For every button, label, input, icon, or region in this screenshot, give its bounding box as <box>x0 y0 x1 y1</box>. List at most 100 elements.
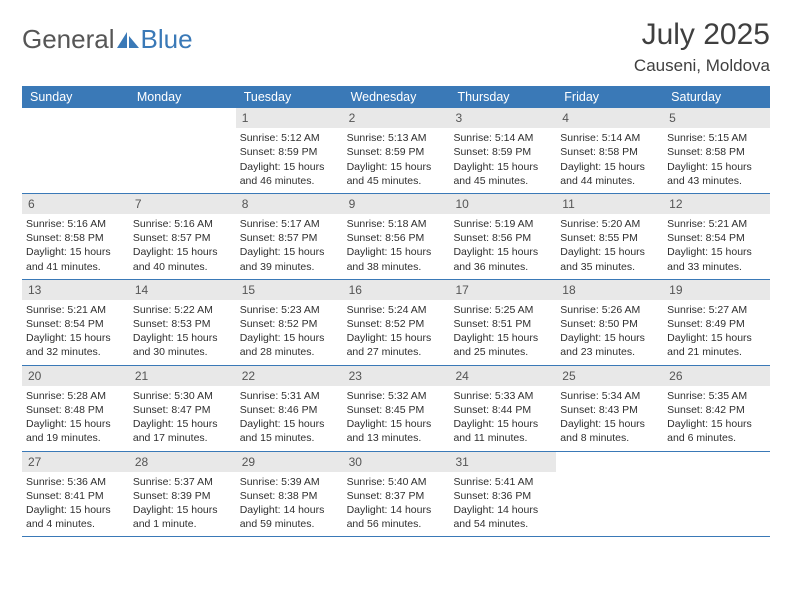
weekday-header: Sunday <box>22 86 129 108</box>
day-body: Sunrise: 5:40 AMSunset: 8:37 PMDaylight:… <box>343 472 450 537</box>
day-cell: 5Sunrise: 5:15 AMSunset: 8:58 PMDaylight… <box>663 108 770 193</box>
day-body: Sunrise: 5:20 AMSunset: 8:55 PMDaylight:… <box>556 214 663 279</box>
sunset-text: Sunset: 8:57 PM <box>133 231 232 245</box>
day-number: 17 <box>449 280 556 300</box>
day-cell: 16Sunrise: 5:24 AMSunset: 8:52 PMDayligh… <box>343 280 450 365</box>
week-row: 1Sunrise: 5:12 AMSunset: 8:59 PMDaylight… <box>22 108 770 194</box>
daylight-text: Daylight: 15 hours and 25 minutes. <box>453 331 552 359</box>
day-body: Sunrise: 5:21 AMSunset: 8:54 PMDaylight:… <box>663 214 770 279</box>
day-number: 25 <box>556 366 663 386</box>
page-location: Causeni, Moldova <box>634 56 770 76</box>
day-cell <box>22 108 129 193</box>
day-body: Sunrise: 5:13 AMSunset: 8:59 PMDaylight:… <box>343 128 450 193</box>
weekday-header: Monday <box>129 86 236 108</box>
sunrise-text: Sunrise: 5:13 AM <box>347 131 446 145</box>
day-cell: 29Sunrise: 5:39 AMSunset: 8:38 PMDayligh… <box>236 452 343 537</box>
day-body: Sunrise: 5:39 AMSunset: 8:38 PMDaylight:… <box>236 472 343 537</box>
sunrise-text: Sunrise: 5:16 AM <box>26 217 125 231</box>
sunrise-text: Sunrise: 5:37 AM <box>133 475 232 489</box>
daylight-text: Daylight: 15 hours and 44 minutes. <box>560 160 659 188</box>
day-cell: 25Sunrise: 5:34 AMSunset: 8:43 PMDayligh… <box>556 366 663 451</box>
day-number: 18 <box>556 280 663 300</box>
day-body: Sunrise: 5:14 AMSunset: 8:58 PMDaylight:… <box>556 128 663 193</box>
daylight-text: Daylight: 15 hours and 40 minutes. <box>133 245 232 273</box>
daylight-text: Daylight: 15 hours and 6 minutes. <box>667 417 766 445</box>
weeks-container: 1Sunrise: 5:12 AMSunset: 8:59 PMDaylight… <box>22 108 770 537</box>
daylight-text: Daylight: 15 hours and 45 minutes. <box>347 160 446 188</box>
sunrise-text: Sunrise: 5:33 AM <box>453 389 552 403</box>
sunset-text: Sunset: 8:50 PM <box>560 317 659 331</box>
sunset-text: Sunset: 8:42 PM <box>667 403 766 417</box>
day-body: Sunrise: 5:15 AMSunset: 8:58 PMDaylight:… <box>663 128 770 193</box>
daylight-text: Daylight: 15 hours and 43 minutes. <box>667 160 766 188</box>
sunset-text: Sunset: 8:49 PM <box>667 317 766 331</box>
daylight-text: Daylight: 15 hours and 35 minutes. <box>560 245 659 273</box>
sunset-text: Sunset: 8:56 PM <box>347 231 446 245</box>
day-number: 6 <box>22 194 129 214</box>
week-row: 6Sunrise: 5:16 AMSunset: 8:58 PMDaylight… <box>22 194 770 280</box>
day-cell: 31Sunrise: 5:41 AMSunset: 8:36 PMDayligh… <box>449 452 556 537</box>
sunset-text: Sunset: 8:52 PM <box>347 317 446 331</box>
day-number: 4 <box>556 108 663 128</box>
sunset-text: Sunset: 8:39 PM <box>133 489 232 503</box>
day-cell: 27Sunrise: 5:36 AMSunset: 8:41 PMDayligh… <box>22 452 129 537</box>
sunset-text: Sunset: 8:54 PM <box>26 317 125 331</box>
day-body: Sunrise: 5:28 AMSunset: 8:48 PMDaylight:… <box>22 386 129 451</box>
day-number: 26 <box>663 366 770 386</box>
day-number: 12 <box>663 194 770 214</box>
sunset-text: Sunset: 8:59 PM <box>453 145 552 159</box>
day-number: 21 <box>129 366 236 386</box>
day-cell: 22Sunrise: 5:31 AMSunset: 8:46 PMDayligh… <box>236 366 343 451</box>
day-cell: 21Sunrise: 5:30 AMSunset: 8:47 PMDayligh… <box>129 366 236 451</box>
sunset-text: Sunset: 8:38 PM <box>240 489 339 503</box>
day-number: 2 <box>343 108 450 128</box>
day-body: Sunrise: 5:16 AMSunset: 8:57 PMDaylight:… <box>129 214 236 279</box>
daylight-text: Daylight: 14 hours and 54 minutes. <box>453 503 552 531</box>
day-number <box>556 452 663 471</box>
day-cell: 4Sunrise: 5:14 AMSunset: 8:58 PMDaylight… <box>556 108 663 193</box>
day-number: 15 <box>236 280 343 300</box>
sunrise-text: Sunrise: 5:21 AM <box>667 217 766 231</box>
sunset-text: Sunset: 8:41 PM <box>26 489 125 503</box>
sunrise-text: Sunrise: 5:23 AM <box>240 303 339 317</box>
daylight-text: Daylight: 14 hours and 56 minutes. <box>347 503 446 531</box>
day-body: Sunrise: 5:24 AMSunset: 8:52 PMDaylight:… <box>343 300 450 365</box>
sunrise-text: Sunrise: 5:36 AM <box>26 475 125 489</box>
day-cell: 20Sunrise: 5:28 AMSunset: 8:48 PMDayligh… <box>22 366 129 451</box>
day-number: 19 <box>663 280 770 300</box>
day-body: Sunrise: 5:16 AMSunset: 8:58 PMDaylight:… <box>22 214 129 279</box>
daylight-text: Daylight: 15 hours and 46 minutes. <box>240 160 339 188</box>
daylight-text: Daylight: 15 hours and 19 minutes. <box>26 417 125 445</box>
daylight-text: Daylight: 15 hours and 27 minutes. <box>347 331 446 359</box>
sunrise-text: Sunrise: 5:27 AM <box>667 303 766 317</box>
day-number: 1 <box>236 108 343 128</box>
day-number: 13 <box>22 280 129 300</box>
day-number: 28 <box>129 452 236 472</box>
day-cell: 8Sunrise: 5:17 AMSunset: 8:57 PMDaylight… <box>236 194 343 279</box>
sail-icon <box>117 32 139 48</box>
sunrise-text: Sunrise: 5:17 AM <box>240 217 339 231</box>
sunset-text: Sunset: 8:58 PM <box>667 145 766 159</box>
weekday-header: Wednesday <box>343 86 450 108</box>
daylight-text: Daylight: 15 hours and 30 minutes. <box>133 331 232 359</box>
day-number: 27 <box>22 452 129 472</box>
sunrise-text: Sunrise: 5:18 AM <box>347 217 446 231</box>
sunset-text: Sunset: 8:53 PM <box>133 317 232 331</box>
day-cell: 26Sunrise: 5:35 AMSunset: 8:42 PMDayligh… <box>663 366 770 451</box>
day-number: 9 <box>343 194 450 214</box>
page-header: General Blue July 2025 Causeni, Moldova <box>22 18 770 76</box>
day-body: Sunrise: 5:14 AMSunset: 8:59 PMDaylight:… <box>449 128 556 193</box>
sunrise-text: Sunrise: 5:40 AM <box>347 475 446 489</box>
day-body: Sunrise: 5:26 AMSunset: 8:50 PMDaylight:… <box>556 300 663 365</box>
day-number: 23 <box>343 366 450 386</box>
day-body: Sunrise: 5:34 AMSunset: 8:43 PMDaylight:… <box>556 386 663 451</box>
sunset-text: Sunset: 8:54 PM <box>667 231 766 245</box>
daylight-text: Daylight: 15 hours and 33 minutes. <box>667 245 766 273</box>
day-cell: 9Sunrise: 5:18 AMSunset: 8:56 PMDaylight… <box>343 194 450 279</box>
day-cell: 24Sunrise: 5:33 AMSunset: 8:44 PMDayligh… <box>449 366 556 451</box>
logo-text-general: General <box>22 24 115 55</box>
day-body: Sunrise: 5:27 AMSunset: 8:49 PMDaylight:… <box>663 300 770 365</box>
day-body: Sunrise: 5:32 AMSunset: 8:45 PMDaylight:… <box>343 386 450 451</box>
day-cell: 17Sunrise: 5:25 AMSunset: 8:51 PMDayligh… <box>449 280 556 365</box>
day-cell <box>663 452 770 537</box>
